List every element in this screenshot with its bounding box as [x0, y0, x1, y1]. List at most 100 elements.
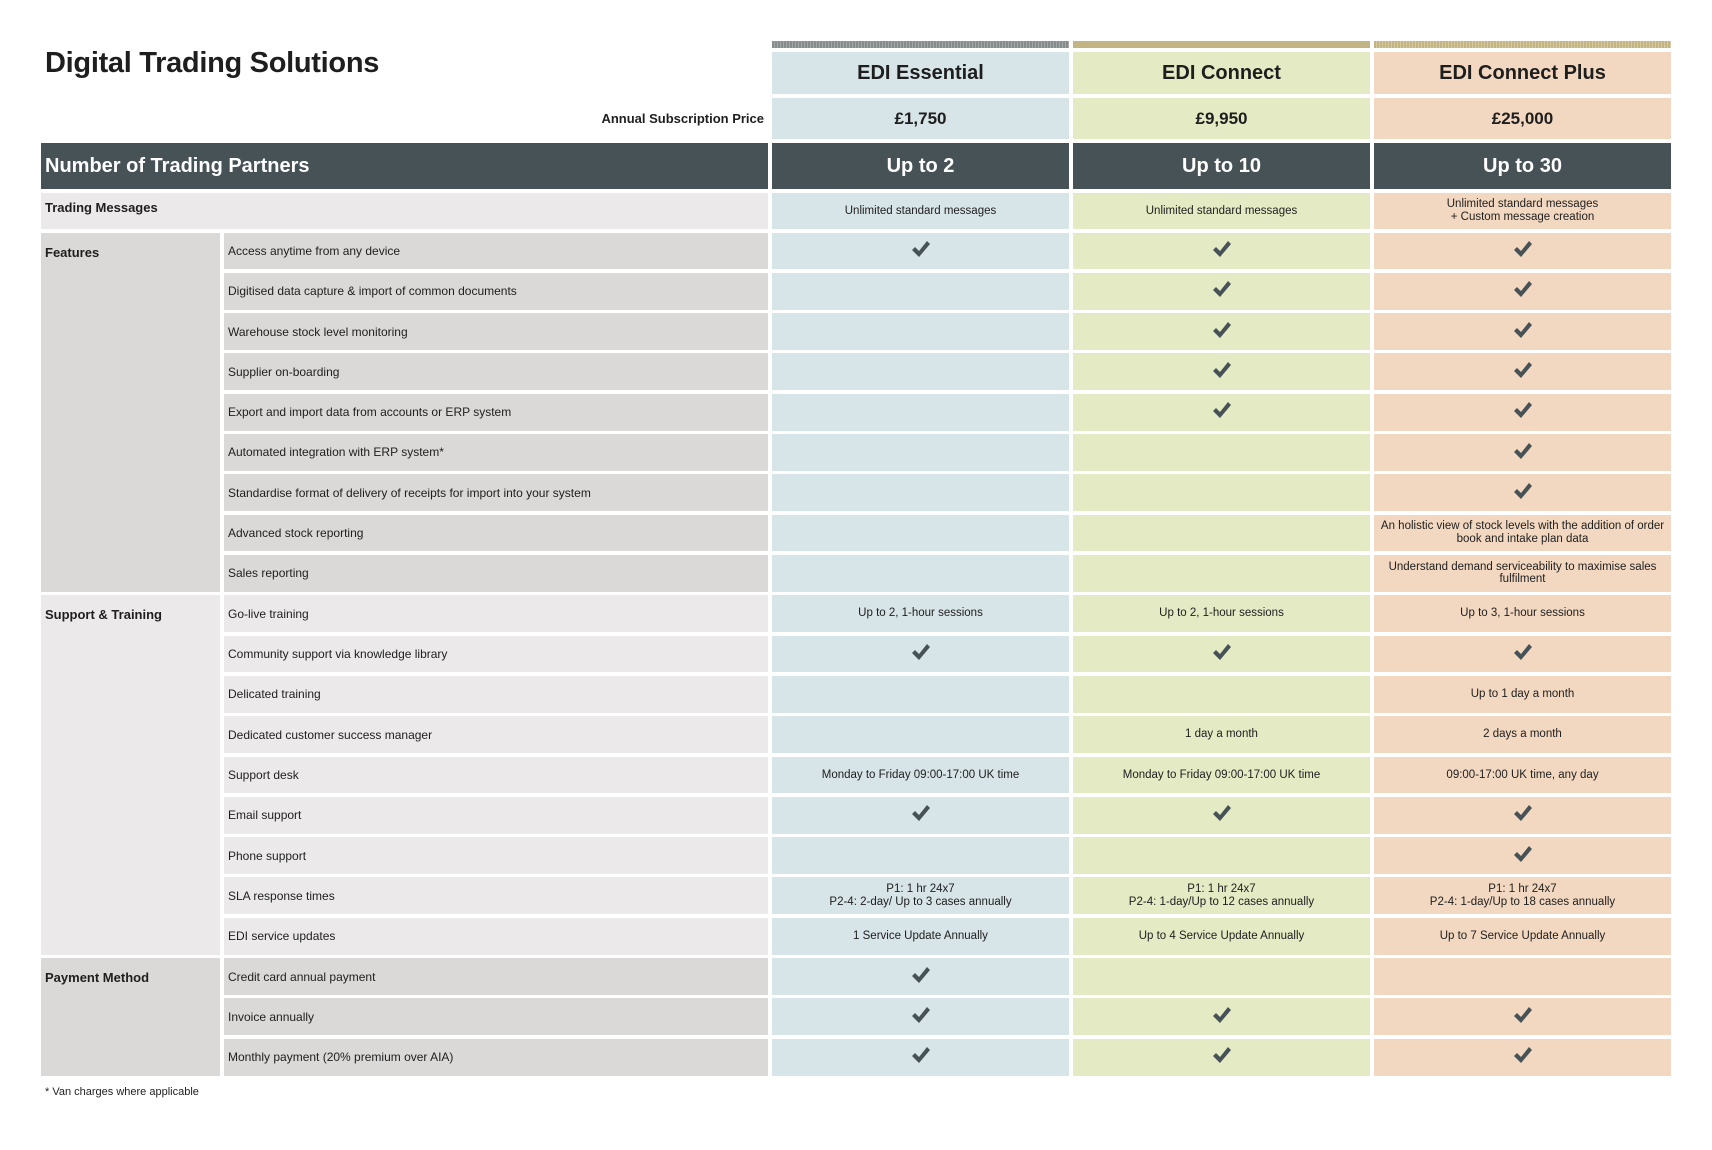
cell-text: 2 days a month	[1483, 728, 1562, 741]
feature-label: Supplier on-boarding	[224, 353, 768, 391]
table-row: Delicated training Up to 1 day a month	[224, 675, 1671, 713]
check-icon	[905, 1006, 937, 1028]
check-icon	[1206, 401, 1238, 423]
cell-text: Up to 7 Service Update Annually	[1439, 929, 1606, 942]
plan-cell	[1374, 635, 1671, 673]
feature-label: Community support via knowledge library	[224, 635, 768, 673]
plan-cell: Up to 7 Service Update Annually	[1374, 917, 1671, 955]
feature-label: Sales reporting	[224, 554, 768, 592]
plan-cell	[772, 272, 1069, 310]
plan-cell	[772, 232, 1069, 270]
plan-cell	[772, 675, 1069, 713]
partners-label: Number of Trading Partners	[41, 143, 768, 189]
check-icon	[1507, 280, 1539, 302]
plan-cell	[1073, 514, 1370, 552]
feature-label: Standardise format of delivery of receip…	[224, 474, 768, 512]
pricing-table: Digital Trading Solutions EDI Essential …	[41, 41, 1671, 1076]
plan-cell	[1073, 1038, 1370, 1076]
feature-label: Go-live training	[224, 595, 768, 633]
table-row: Credit card annual payment	[224, 958, 1671, 995]
check-icon	[905, 804, 937, 826]
plan-cell	[1073, 635, 1370, 673]
plan-cell: P1: 1 hr 24x7 P2-4: 2-day/ Up to 3 cases…	[772, 877, 1069, 915]
table-row: Export and import data from accounts or …	[224, 393, 1671, 431]
cell-text: Up to 4 Service Update Annually	[1138, 929, 1305, 942]
table-row: Email support	[224, 796, 1671, 834]
plan-cell: Up to 4 Service Update Annually	[1073, 917, 1370, 955]
plan-cell	[1073, 434, 1370, 471]
table-row: Invoice annually	[224, 998, 1671, 1036]
feature-label: EDI service updates	[224, 917, 768, 955]
plan-cell	[772, 313, 1069, 350]
price-connect: £9,950	[1073, 98, 1370, 139]
plan-cell	[772, 716, 1069, 754]
plan-cell: An holistic view of stock levels with th…	[1374, 514, 1671, 552]
plan-cell	[772, 514, 1069, 552]
plan-cell	[1073, 796, 1370, 834]
plan-cell: Up to 2, 1-hour sessions	[1073, 595, 1370, 633]
plan-cell	[1073, 272, 1370, 310]
plan-cell: Up to 1 day a month	[1374, 675, 1671, 713]
trading-messages-connect: Unlimited standard messages	[1145, 204, 1298, 217]
plan-cell	[1374, 998, 1671, 1036]
plan-cell	[772, 998, 1069, 1036]
check-icon	[1206, 804, 1238, 826]
partners-essential: Up to 2	[772, 143, 1069, 189]
trading-messages-connect-plus: Unlimited standard messages + Custom mes…	[1446, 198, 1599, 223]
group-payment-method: Payment Method Credit card annual payment…	[41, 958, 1671, 1076]
check-icon	[1507, 321, 1539, 343]
feature-label: Warehouse stock level monitoring	[224, 313, 768, 350]
check-icon	[1507, 643, 1539, 665]
footnote: * Van charges where applicable	[45, 1086, 199, 1098]
plan-cell: Monday to Friday 09:00-17:00 UK time	[1073, 756, 1370, 794]
check-icon	[1206, 643, 1238, 665]
plan-cell	[772, 554, 1069, 592]
plan-bar-connect	[1073, 41, 1370, 48]
check-icon	[905, 1046, 937, 1068]
check-icon	[905, 966, 937, 988]
plan-cell: P1: 1 hr 24x7 P2-4: 1-day/Up to 18 cases…	[1374, 877, 1671, 915]
plan-cell	[772, 474, 1069, 512]
partners-connect: Up to 10	[1073, 143, 1370, 189]
plan-cell	[772, 393, 1069, 431]
plan-cell	[1073, 232, 1370, 270]
feature-label: Export and import data from accounts or …	[224, 393, 768, 431]
plan-cell	[1073, 313, 1370, 350]
feature-label: Email support	[224, 796, 768, 834]
plan-cell	[772, 353, 1069, 391]
feature-label: Delicated training	[224, 675, 768, 713]
table-row: Phone support	[224, 837, 1671, 874]
check-icon	[1507, 482, 1539, 504]
plan-cell	[1374, 434, 1671, 471]
cell-text: Monday to Friday 09:00-17:00 UK time	[821, 768, 1020, 781]
table-row: EDI service updates 1 Service Update Annu…	[224, 917, 1671, 955]
plan-cell	[1374, 393, 1671, 431]
cell-text: An holistic view of stock levels with th…	[1380, 520, 1665, 546]
plan-cell: 2 days a month	[1374, 716, 1671, 754]
category-label: Payment Method	[41, 958, 220, 1076]
cell-text: Up to 3, 1-hour sessions	[1460, 607, 1585, 620]
category-label: Support & Training	[41, 595, 220, 955]
price-label: Annual Subscription Price	[601, 111, 764, 126]
table-row: Advanced stock reporting An holistic view…	[224, 514, 1671, 552]
check-icon	[1507, 442, 1539, 464]
plan-cell	[1374, 272, 1671, 310]
cell-text: 1 day a month	[1185, 728, 1258, 741]
plan-cell	[1374, 958, 1671, 995]
table-row: Sales reporting Understand demand service…	[224, 554, 1671, 592]
group-features: Features Access anytime from any device Di…	[41, 232, 1671, 592]
group-support-training: Support & Training Go-live training Up to …	[41, 595, 1671, 955]
feature-label: Access anytime from any device	[224, 232, 768, 270]
check-icon	[1206, 1046, 1238, 1068]
page-title: Digital Trading Solutions	[45, 47, 380, 79]
partners-connect-plus: Up to 30	[1374, 143, 1671, 189]
cell-text: Monday to Friday 09:00-17:00 UK time	[1122, 768, 1321, 781]
cell-text: 1 Service Update Annually	[853, 929, 988, 942]
check-icon	[1206, 1006, 1238, 1028]
table-row: Standardise format of delivery of receip…	[224, 474, 1671, 512]
plan-name-connect-plus: EDI Connect Plus	[1374, 52, 1671, 94]
table-row: Community support via knowledge library	[224, 635, 1671, 673]
feature-label: Dedicated customer success manager	[224, 716, 768, 754]
table-row: Warehouse stock level monitoring	[224, 313, 1671, 350]
plan-name-connect: EDI Connect	[1073, 52, 1370, 94]
